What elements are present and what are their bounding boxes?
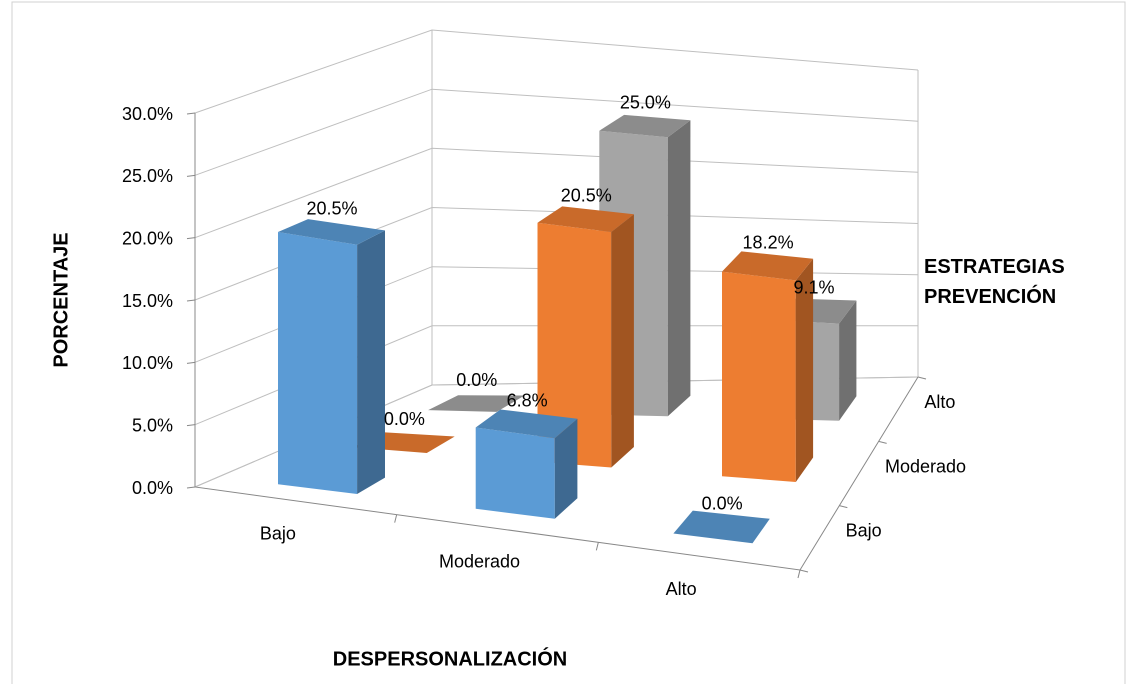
grid-line xyxy=(194,29,919,114)
grid-line xyxy=(194,147,919,239)
bar xyxy=(428,395,525,412)
data-label: 0.0% xyxy=(456,370,497,390)
y-tick-label: 20.0% xyxy=(122,228,173,248)
bar xyxy=(537,206,634,468)
data-label: 20.5% xyxy=(561,186,612,206)
x-tick-label: Alto xyxy=(666,579,697,599)
bar-top xyxy=(475,409,578,439)
depth-tick xyxy=(917,376,927,380)
bar-front xyxy=(722,271,796,482)
bar xyxy=(475,409,578,519)
chart-border xyxy=(11,1,1126,684)
bar-top xyxy=(599,114,691,138)
bar-front xyxy=(537,222,612,468)
bar-top xyxy=(278,219,385,245)
y-axis-title: PORCENTAJE xyxy=(50,232,72,367)
data-label: 18.2% xyxy=(743,232,794,252)
depth-tick-label: Alto xyxy=(924,392,955,412)
bar-top xyxy=(537,206,634,232)
data-label: 20.5% xyxy=(307,198,358,218)
data-label: 9.1% xyxy=(794,277,835,297)
y-tick xyxy=(186,299,196,302)
x-tick-label: Moderado xyxy=(439,551,520,571)
data-label: 0.0% xyxy=(384,409,425,429)
x-tick xyxy=(797,569,801,579)
bar xyxy=(673,510,770,544)
bar-side xyxy=(795,258,814,482)
y-tick-label: 30.0% xyxy=(122,104,173,124)
y-tick-label: 25.0% xyxy=(122,166,173,186)
depth-axis-title: ESTRATEGIAS PREVENCIÓN xyxy=(924,256,1065,308)
bar-front xyxy=(475,427,555,519)
grid-line xyxy=(194,88,919,176)
y-tick xyxy=(186,174,196,177)
y-tick-label: 15.0% xyxy=(122,291,173,311)
y-tick-label: 10.0% xyxy=(122,353,173,373)
bar-front xyxy=(278,232,358,494)
axis-line xyxy=(194,113,919,571)
y-tick xyxy=(186,237,196,240)
depth-tick xyxy=(799,569,809,573)
y-tick xyxy=(186,112,196,115)
bar-side xyxy=(554,418,578,519)
depth-tick xyxy=(839,505,848,509)
data-label: 6.8% xyxy=(507,390,548,410)
bar xyxy=(722,251,814,482)
bar-side xyxy=(611,214,634,468)
bar-top xyxy=(428,395,525,412)
x-tick-label: Bajo xyxy=(260,524,296,544)
data-label: 0.0% xyxy=(702,493,743,513)
x-axis-title: DESPERSONALIZACIÓN xyxy=(333,646,567,670)
bar-side xyxy=(357,230,385,494)
bar-top xyxy=(722,251,814,281)
y-tick-label: 0.0% xyxy=(132,478,173,498)
bar-top xyxy=(673,510,770,544)
grid-line xyxy=(194,206,919,301)
y-tick xyxy=(186,424,196,427)
depth-tick xyxy=(878,440,887,444)
x-tick xyxy=(394,514,398,523)
data-label: 25.0% xyxy=(620,93,671,113)
depth-tick-label: Bajo xyxy=(846,521,882,541)
x-tick xyxy=(595,542,599,551)
y-tick xyxy=(186,361,196,364)
y-tick-label: 5.0% xyxy=(132,415,173,435)
depth-tick-label: Moderado xyxy=(885,456,966,476)
bar-side xyxy=(839,300,857,421)
y-tick xyxy=(186,486,196,489)
bar-side xyxy=(667,120,691,417)
bar xyxy=(278,219,385,494)
